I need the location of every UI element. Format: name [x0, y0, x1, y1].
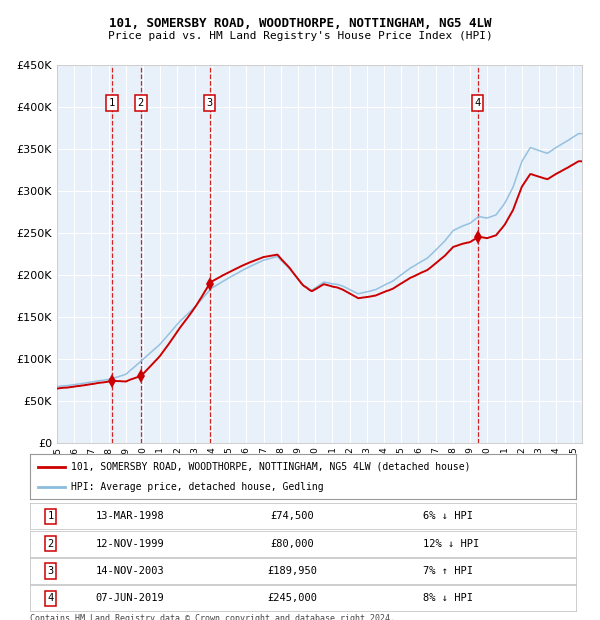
Text: Contains HM Land Registry data © Crown copyright and database right 2024.
This d: Contains HM Land Registry data © Crown c… [30, 614, 395, 620]
Text: 4: 4 [475, 98, 481, 108]
Text: 1: 1 [47, 512, 54, 521]
Text: 12-NOV-1999: 12-NOV-1999 [95, 539, 164, 549]
Text: £189,950: £189,950 [267, 566, 317, 576]
Text: 2: 2 [47, 539, 54, 549]
Text: 8% ↓ HPI: 8% ↓ HPI [423, 593, 473, 603]
Text: 101, SOMERSBY ROAD, WOODTHORPE, NOTTINGHAM, NG5 4LW: 101, SOMERSBY ROAD, WOODTHORPE, NOTTINGH… [109, 17, 491, 30]
Text: 2: 2 [138, 98, 144, 108]
Text: 6% ↓ HPI: 6% ↓ HPI [423, 512, 473, 521]
Text: 12% ↓ HPI: 12% ↓ HPI [423, 539, 479, 549]
Text: 14-NOV-2003: 14-NOV-2003 [95, 566, 164, 576]
Text: 3: 3 [206, 98, 213, 108]
Text: £245,000: £245,000 [267, 593, 317, 603]
Text: 13-MAR-1998: 13-MAR-1998 [95, 512, 164, 521]
Text: Price paid vs. HM Land Registry's House Price Index (HPI): Price paid vs. HM Land Registry's House … [107, 31, 493, 41]
Text: £74,500: £74,500 [270, 512, 314, 521]
Text: 7% ↑ HPI: 7% ↑ HPI [423, 566, 473, 576]
Text: 07-JUN-2019: 07-JUN-2019 [95, 593, 164, 603]
Text: 3: 3 [47, 566, 54, 576]
Text: 101, SOMERSBY ROAD, WOODTHORPE, NOTTINGHAM, NG5 4LW (detached house): 101, SOMERSBY ROAD, WOODTHORPE, NOTTINGH… [71, 461, 470, 472]
Text: 1: 1 [109, 98, 115, 108]
Text: HPI: Average price, detached house, Gedling: HPI: Average price, detached house, Gedl… [71, 482, 323, 492]
Text: £80,000: £80,000 [270, 539, 314, 549]
Text: 4: 4 [47, 593, 54, 603]
